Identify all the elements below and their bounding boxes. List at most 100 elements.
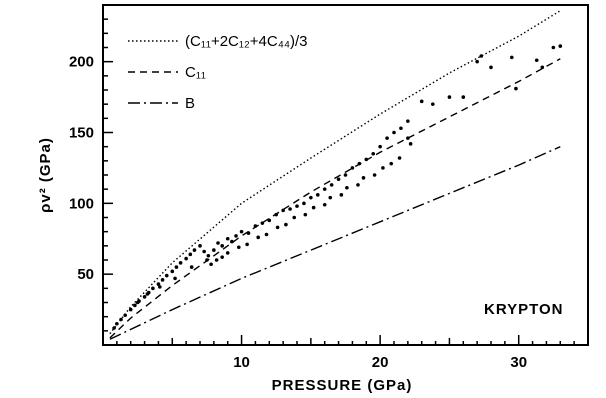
data-point: [184, 256, 188, 261]
series-line-dashed: [109, 58, 561, 339]
data-point: [397, 156, 402, 160]
data-point: [329, 183, 334, 187]
data-point: [256, 235, 261, 240]
y-tick-label: 100: [69, 195, 94, 212]
data-point: [328, 195, 333, 200]
data-point: [198, 244, 202, 248]
data-point: [364, 157, 369, 162]
data-point: [322, 202, 327, 207]
data-point: [372, 173, 377, 177]
data-point: [234, 234, 238, 238]
data-point: [237, 245, 241, 250]
data-point: [158, 285, 162, 289]
data-point: [202, 249, 206, 254]
data-point: [133, 303, 137, 308]
data-point: [408, 142, 413, 146]
data-point: [151, 286, 155, 291]
data-point: [385, 136, 389, 140]
data-point: [311, 205, 316, 210]
data-point: [209, 262, 213, 267]
data-points: [112, 44, 563, 330]
data-point: [275, 225, 280, 230]
data-point: [220, 244, 224, 248]
data-point: [509, 55, 514, 60]
data-point: [230, 239, 234, 244]
y-tick-label: 50: [77, 266, 94, 283]
x-tick-label: 20: [372, 354, 389, 371]
data-point: [558, 44, 563, 48]
y-tick-label: 150: [69, 125, 94, 142]
data-point: [281, 208, 285, 213]
data-point: [371, 151, 376, 156]
data-point: [174, 265, 179, 269]
data-point: [246, 231, 251, 235]
data-point: [164, 273, 169, 278]
data-point: [192, 248, 197, 252]
data-point: [274, 212, 279, 217]
data-point: [431, 102, 435, 106]
data-point: [336, 177, 341, 182]
x-axis-label: PRESSURE (GPa): [272, 377, 413, 394]
data-point: [406, 119, 410, 123]
legend-label-avg: (C₁₁+2C₁₂+4C₄₄)/3: [185, 33, 307, 50]
data-point: [514, 86, 518, 91]
data-point: [489, 65, 493, 70]
data-point: [356, 183, 360, 187]
data-point: [357, 161, 362, 166]
data-point: [135, 300, 140, 305]
series-lines: [109, 10, 561, 340]
legend: (C₁₁+2C₁₂+4C₄₄)/3 C₁₁ B: [128, 33, 307, 112]
data-point: [142, 295, 147, 299]
data-point: [302, 201, 306, 206]
data-point: [119, 317, 123, 322]
data-point: [189, 265, 194, 269]
y-tick-label: 200: [69, 54, 94, 71]
data-point: [381, 166, 385, 170]
data-point: [292, 215, 297, 220]
x-tick-label: 10: [233, 354, 250, 371]
data-point: [475, 59, 479, 64]
data-point: [267, 218, 272, 223]
data-point: [112, 326, 116, 330]
data-point: [160, 278, 165, 282]
data-point: [245, 242, 249, 247]
x-tick-label: 30: [510, 354, 527, 371]
data-point: [309, 195, 313, 200]
data-point: [322, 187, 327, 191]
data-point: [343, 173, 348, 177]
series-line-dashdot: [109, 146, 561, 340]
data-point: [170, 269, 175, 274]
data-point: [461, 95, 466, 99]
data-point: [115, 321, 119, 326]
data-point: [128, 307, 133, 312]
data-point: [361, 176, 366, 180]
data-point: [392, 130, 396, 135]
data-point: [378, 144, 382, 149]
data-point: [188, 252, 193, 257]
data-point: [303, 212, 308, 217]
data-point: [260, 221, 265, 225]
data-point: [220, 255, 224, 259]
chart-annotation: KRYPTON: [484, 301, 564, 318]
data-point: [540, 65, 545, 70]
data-point: [284, 222, 288, 227]
data-point: [264, 232, 269, 237]
data-point: [212, 248, 216, 252]
data-point: [205, 258, 209, 262]
data-point: [406, 136, 410, 140]
data-point: [156, 282, 161, 286]
data-point: [216, 241, 220, 245]
legend-label-b: B: [185, 95, 195, 112]
legend-label-c11: C₁₁: [185, 64, 206, 81]
data-point: [551, 45, 556, 50]
data-point: [350, 166, 355, 170]
data-point: [206, 253, 211, 258]
data-point: [345, 185, 349, 190]
data-point: [534, 58, 539, 63]
data-point: [447, 95, 452, 99]
data-point: [253, 224, 258, 228]
y-axis-label: ρv² (GPa): [37, 137, 54, 213]
data-point: [145, 292, 150, 296]
data-point: [123, 313, 127, 318]
